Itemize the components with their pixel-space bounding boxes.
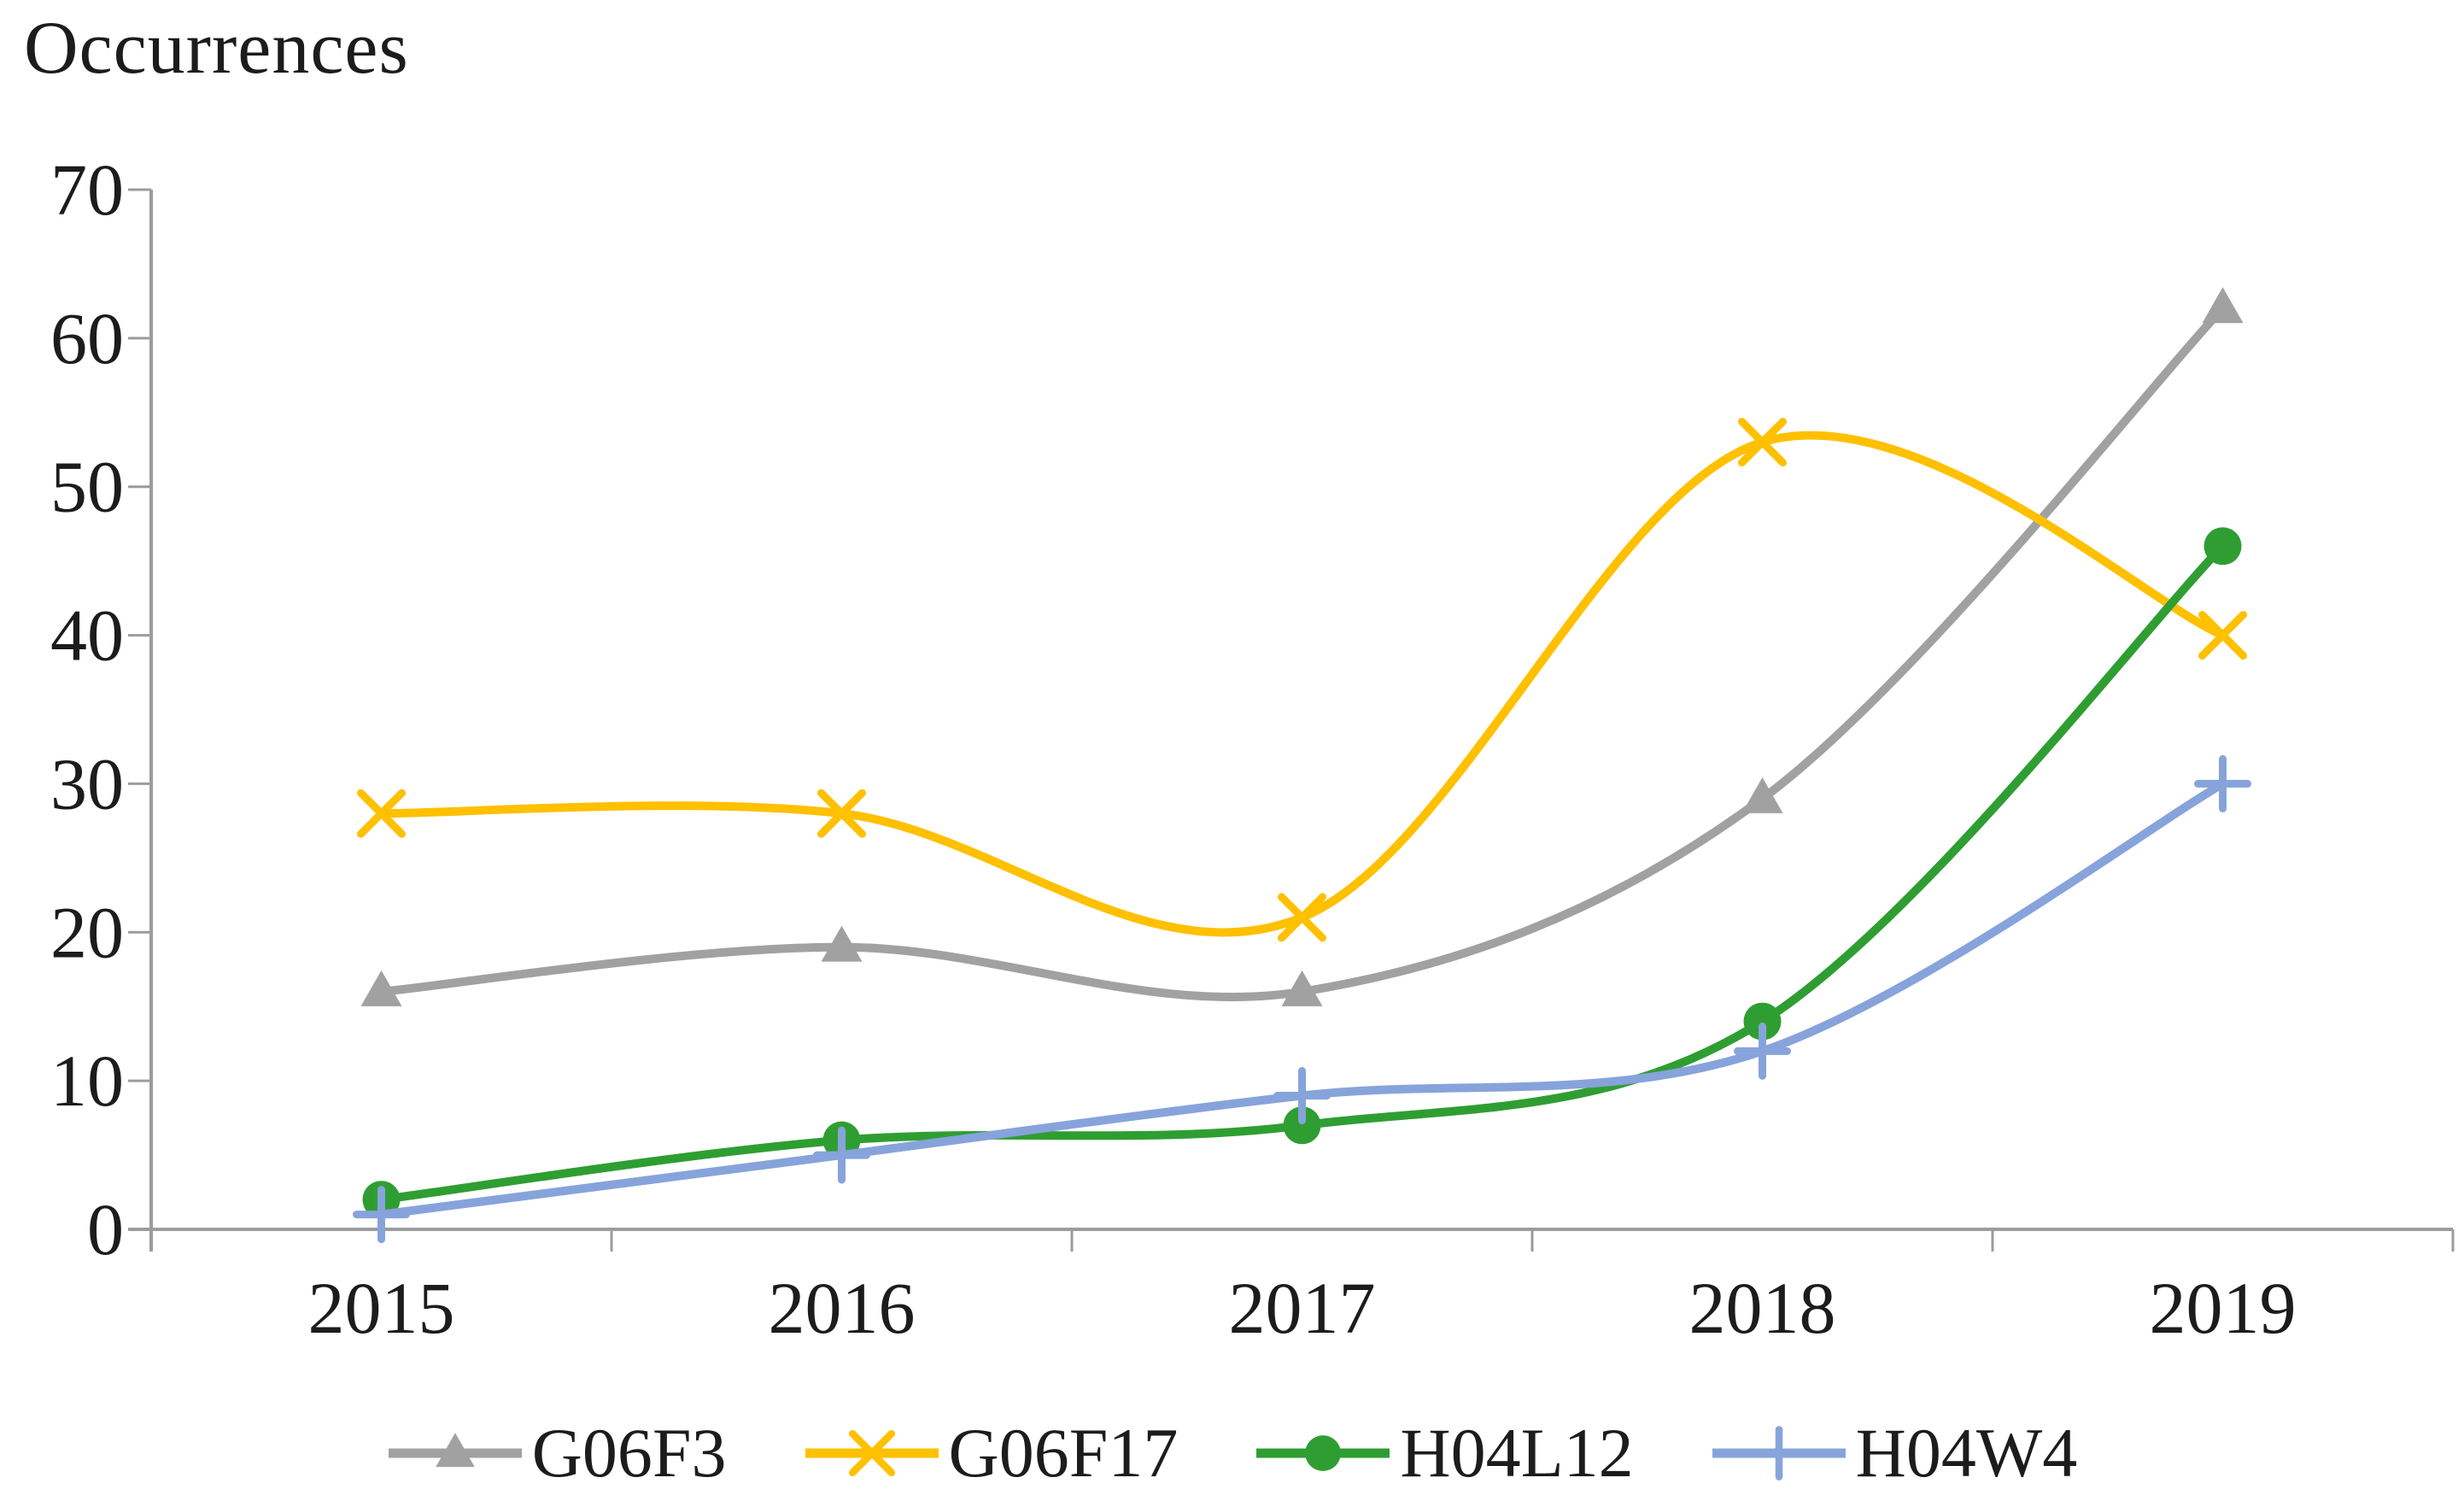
legend-swatch <box>1712 1426 1846 1481</box>
circle-marker-icon <box>1283 1106 1321 1145</box>
x-marker-icon <box>817 789 866 838</box>
y-tick-label: 70 <box>50 149 124 231</box>
x-marker-icon <box>1278 893 1326 942</box>
y-tick-label: 40 <box>50 595 124 677</box>
y-tick-label: 20 <box>50 891 124 973</box>
x-tick-label: 2019 <box>2150 1267 2297 1349</box>
x-tick-label: 2018 <box>1689 1267 1836 1349</box>
triangle-marker-icon <box>1281 970 1323 1006</box>
x-marker-icon <box>357 789 406 838</box>
legend-swatch <box>805 1429 939 1477</box>
series-line-G06F3 <box>377 304 2227 1002</box>
y-tick-label: 30 <box>50 742 124 824</box>
plus-marker-icon <box>1751 1426 1806 1481</box>
triangle-marker-icon <box>360 970 402 1006</box>
plus-marker-icon <box>2194 754 2251 812</box>
legend-label: G06F3 <box>531 1414 727 1492</box>
legend-label: H04L12 <box>1400 1414 1634 1492</box>
legend-swatch <box>388 1433 522 1468</box>
legend-item-G06F17: G06F17 <box>804 1414 1179 1492</box>
x-tick-label: 2015 <box>308 1267 455 1349</box>
x-marker-icon <box>2198 611 2247 660</box>
series-line-G06F17 <box>377 431 2227 937</box>
legend-item-H04W4: H04W4 <box>1711 1414 2078 1492</box>
circle-marker-icon <box>1743 1002 1782 1041</box>
x-tick-label: 2016 <box>769 1267 916 1349</box>
triangle-marker-icon <box>2202 287 2244 324</box>
legend-item-H04L12: H04L12 <box>1255 1414 1634 1492</box>
legend: G06F3 G06F17 H04L12 H04W4 <box>0 1415 2464 1492</box>
y-tick-label: 10 <box>50 1040 124 1122</box>
plus-marker-icon <box>353 1186 410 1244</box>
triangle-marker-icon <box>435 1433 475 1468</box>
plus-marker-icon <box>813 1126 870 1184</box>
legend-item-G06F3: G06F3 <box>387 1415 727 1492</box>
chart-title: Occurrences <box>24 7 409 90</box>
y-tick-label: 50 <box>50 446 124 528</box>
x-marker-icon <box>848 1429 895 1477</box>
legend-swatch <box>1256 1435 1390 1471</box>
circle-marker-icon <box>1305 1435 1342 1471</box>
circle-marker-icon <box>2204 527 2242 566</box>
triangle-marker-icon <box>821 925 863 962</box>
y-tick-label: 0 <box>87 1188 124 1270</box>
y-tick-label: 60 <box>50 297 124 379</box>
x-marker-icon <box>1738 418 1787 467</box>
legend-label: G06F17 <box>948 1414 1179 1492</box>
legend-label: H04W4 <box>1855 1414 2078 1492</box>
plus-marker-icon <box>1734 1022 1791 1080</box>
series-line-H04L12 <box>377 542 2227 1205</box>
triangle-marker-icon <box>1741 777 1783 813</box>
x-tick-label: 2017 <box>1229 1267 1376 1349</box>
plus-marker-icon <box>1273 1067 1331 1125</box>
